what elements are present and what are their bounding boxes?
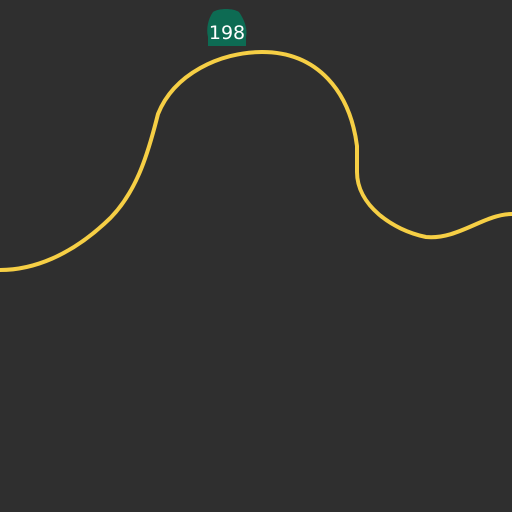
california-state-route-shield-icon (207, 9, 247, 46)
highway-198-road[interactable] (0, 50, 512, 272)
route-shield[interactable]: 198 (207, 9, 247, 46)
route-number: 198 (209, 22, 245, 44)
